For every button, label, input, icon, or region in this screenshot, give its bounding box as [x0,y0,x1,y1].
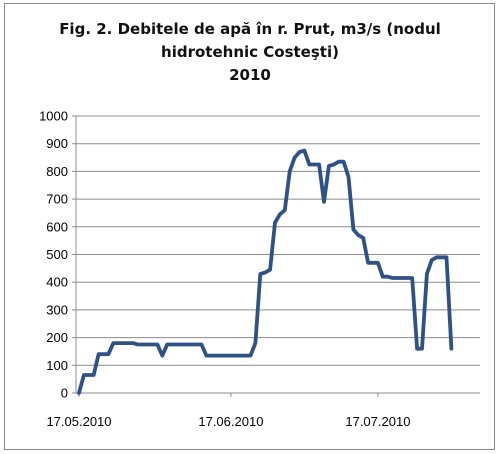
chart-title-line-1: Fig. 2. Debitele de apă în r. Prut, m3/s… [59,20,441,38]
y-tick-label-0: 0 [61,386,68,401]
y-tick-label-200: 200 [46,330,68,345]
y-tick-label-400: 400 [46,275,68,290]
tick-labels: 0 100 200 300 400 500 600 700 800 900 1000 17.05.20… [39,109,410,430]
gridlines [76,115,480,366]
y-tick-label-800: 800 [46,164,68,179]
axes [72,115,480,397]
series-layer [77,148,454,395]
x-tick-label-1: 17.06.2010 [198,414,263,429]
y-tick-label-100: 100 [46,358,68,373]
series-line-0 [77,148,454,395]
chart-title-line-2: hidrotehnic Costeşti) [161,43,339,61]
y-tick-label-700: 700 [46,192,68,207]
chart-title: Fig. 2. Debitele de apă în r. Prut, m3/s… [0,18,500,87]
y-tick-label-300: 300 [46,302,68,317]
x-tick-label-0: 17.05.2010 [46,414,111,429]
y-tick-label-1000: 1000 [39,109,68,124]
y-tick-label-600: 600 [46,219,68,234]
chart-title-line-3: 2010 [229,66,271,84]
x-tick-label-2: 17.07.2010 [345,414,410,429]
y-tick-label-500: 500 [46,247,68,262]
y-tick-label-900: 900 [46,136,68,151]
